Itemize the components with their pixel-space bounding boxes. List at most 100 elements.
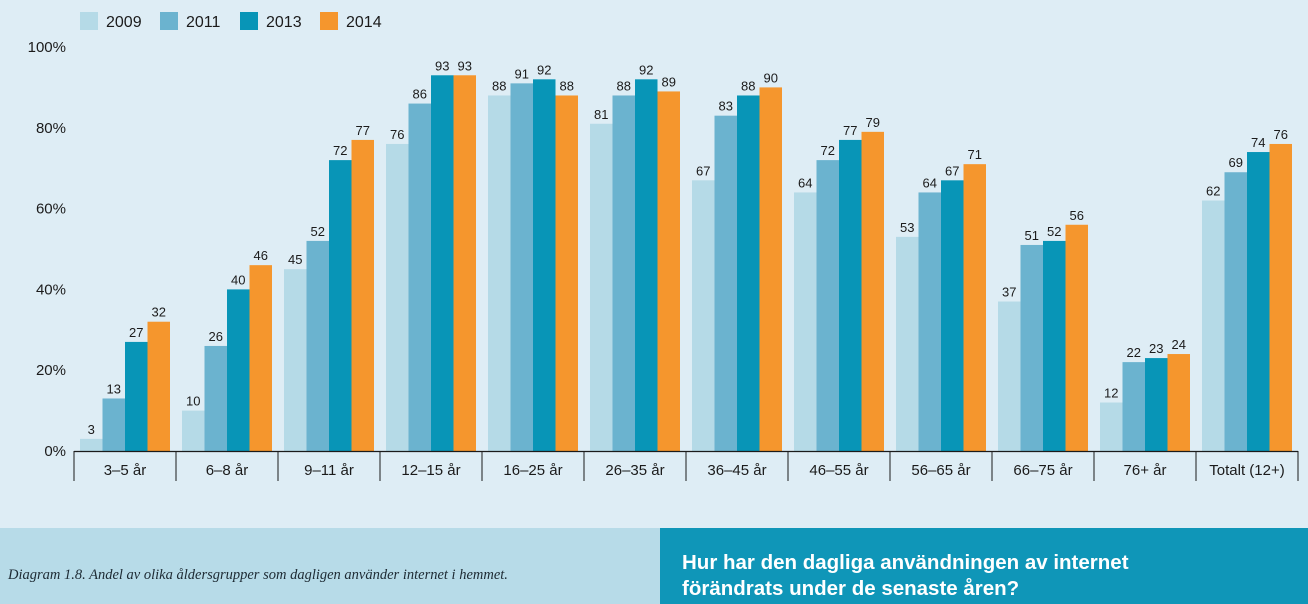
- data-label: 90: [764, 70, 778, 85]
- x-tick-label-56-65-r: 56–65 år: [911, 462, 970, 479]
- bar-2011-66-75-r: [1020, 244, 1043, 451]
- data-label: 71: [968, 147, 982, 162]
- data-label: 93: [435, 58, 449, 73]
- data-label: 72: [821, 143, 835, 158]
- bar-2014-76-r: [1167, 354, 1190, 451]
- legend-swatch-2011: [160, 12, 178, 30]
- data-label: 53: [900, 220, 914, 235]
- x-tick-label-26-35-r: 26–35 år: [605, 462, 664, 479]
- bar-2013-12-15-r: [431, 75, 454, 451]
- y-axis: 0% 20% 40% 60% 80% 100%: [28, 39, 66, 460]
- data-label: 26: [209, 329, 223, 344]
- y-tick-label: 20%: [36, 362, 66, 379]
- bar-chart: 2009 2011 2013 2014 0% 20% 40% 60% 80% 100% 3 13 2…: [28, 12, 1299, 481]
- x-tick-label-12-15-r: 12–15 år: [401, 462, 460, 479]
- data-label: 56: [1070, 208, 1084, 223]
- x-tick-label-46-55-r: 46–55 år: [809, 462, 868, 479]
- bar-2009-totalt-12: [1202, 200, 1225, 451]
- bar-2011-26-35-r: [612, 95, 635, 451]
- bar-2013-6-8-r: [227, 289, 250, 451]
- data-label: 46: [254, 248, 268, 263]
- bar-2011-3-5-r: [102, 398, 125, 451]
- bar-2013-26-35-r: [635, 79, 658, 451]
- data-label: 88: [741, 78, 755, 93]
- x-tick-label-76-r: 76+ år: [1124, 462, 1167, 479]
- data-label: 91: [515, 66, 529, 81]
- bar-2009-36-45-r: [692, 180, 715, 451]
- data-label: 64: [923, 175, 937, 190]
- bar-2014-3-5-r: [147, 321, 170, 451]
- x-tick-label-totalt-12: Totalt (12+): [1209, 462, 1284, 479]
- data-label: 92: [537, 62, 551, 77]
- figure-caption: Diagram 1.8. Andel av olika åldersgruppe…: [8, 567, 508, 583]
- bar-2013-76-r: [1145, 358, 1168, 451]
- data-label: 76: [390, 127, 404, 142]
- y-tick-label: 60%: [36, 201, 66, 218]
- x-axis: 3–5 år 6–8 år 9–11 år 12–15 år 16–25 år 26–35…: [73, 450, 1299, 481]
- bar-2011-76-r: [1122, 362, 1145, 451]
- bar-2014-26-35-r: [657, 91, 680, 451]
- data-label: 77: [356, 123, 370, 138]
- question-panel: Hur har den dagliga användningen av inte…: [660, 528, 1308, 604]
- legend-swatch-2009: [80, 12, 98, 30]
- bar-2009-16-25-r: [488, 95, 511, 451]
- data-label: 77: [843, 123, 857, 138]
- bar-2013-9-11-r: [329, 160, 352, 451]
- bar-2011-totalt-12: [1224, 172, 1247, 452]
- question-heading: Hur har den dagliga användningen av inte…: [682, 550, 1282, 602]
- data-label: 24: [1172, 337, 1186, 352]
- bar-2011-6-8-r: [204, 345, 227, 451]
- data-label: 22: [1127, 345, 1141, 360]
- bar-2009-12-15-r: [386, 143, 409, 451]
- bar-2011-16-25-r: [510, 83, 533, 452]
- data-label: 10: [186, 394, 200, 409]
- bar-2011-36-45-r: [714, 115, 737, 452]
- bar-2013-totalt-12: [1247, 152, 1270, 452]
- data-label: 93: [458, 58, 472, 73]
- bar-2009-56-65-r: [896, 236, 919, 451]
- data-label: 86: [413, 87, 427, 102]
- legend-swatch-2013: [240, 12, 258, 30]
- bar-2014-46-55-r: [861, 131, 884, 451]
- x-tick-label-6-8-r: 6–8 år: [206, 462, 249, 479]
- bar-2011-9-11-r: [306, 240, 329, 451]
- bar-2013-56-65-r: [941, 180, 964, 451]
- data-label: 89: [662, 74, 676, 89]
- data-label: 52: [311, 224, 325, 239]
- bar-2009-6-8-r: [182, 410, 205, 451]
- data-labels: 3 13 27 32 10 26 40 46 45 52 72 77 76 86 93 93 88 91 92 88 8…: [88, 58, 1288, 437]
- caption-panel: Diagram 1.8. Andel av olika åldersgruppe…: [0, 528, 660, 604]
- data-label: 64: [798, 175, 812, 190]
- bar-2014-totalt-12: [1269, 143, 1292, 451]
- data-label: 3: [88, 422, 95, 437]
- data-label: 62: [1206, 184, 1220, 199]
- data-label: 88: [492, 78, 506, 93]
- bar-2014-12-15-r: [453, 75, 476, 451]
- bar-2014-66-75-r: [1065, 224, 1088, 451]
- legend-label-2014: 2014: [346, 14, 382, 31]
- bar-2013-66-75-r: [1043, 240, 1066, 451]
- y-tick-label: 40%: [36, 281, 66, 298]
- data-label: 40: [231, 272, 245, 287]
- bar-2013-36-45-r: [737, 95, 760, 451]
- data-label: 88: [560, 78, 574, 93]
- legend-label-2013: 2013: [266, 14, 302, 31]
- data-label: 79: [866, 115, 880, 130]
- x-tick-label-3-5-r: 3–5 år: [104, 462, 147, 479]
- data-label: 27: [129, 325, 143, 340]
- data-label: 32: [152, 305, 166, 320]
- data-label: 92: [639, 62, 653, 77]
- bar-2011-56-65-r: [918, 192, 941, 451]
- data-label: 67: [696, 163, 710, 178]
- bar-2013-3-5-r: [125, 341, 148, 451]
- question-line-2: förändrats under de senaste åren?: [682, 577, 1020, 600]
- bar-2013-46-55-r: [839, 139, 862, 452]
- question-line-1: Hur har den dagliga användningen av inte…: [682, 551, 1129, 574]
- bar-2009-66-75-r: [998, 301, 1021, 451]
- data-label: 23: [1149, 341, 1163, 356]
- bar-2014-6-8-r: [249, 265, 272, 451]
- bar-2014-56-65-r: [963, 164, 986, 451]
- bar-2011-46-55-r: [816, 160, 839, 451]
- x-tick-label-66-75-r: 66–75 år: [1013, 462, 1072, 479]
- data-label: 72: [333, 143, 347, 158]
